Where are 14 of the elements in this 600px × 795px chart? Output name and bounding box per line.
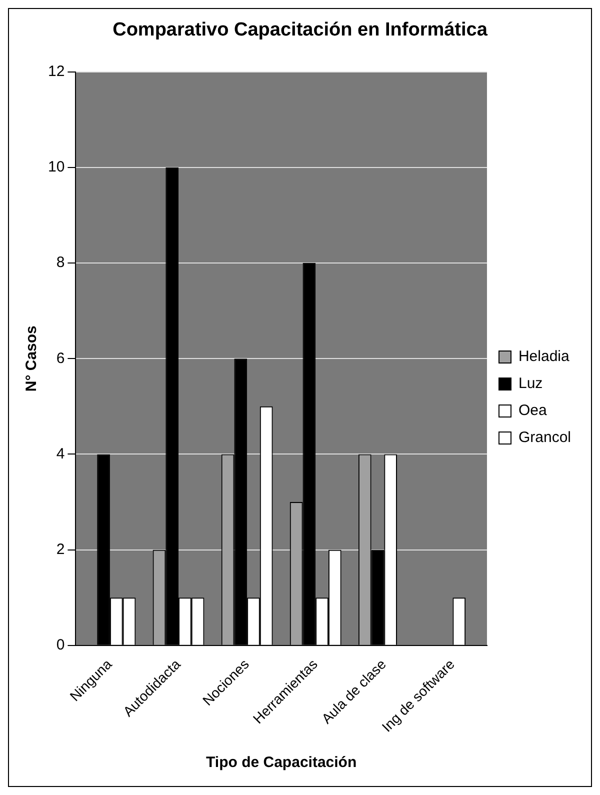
y-tick-label: 8 (56, 254, 65, 272)
x-axis-title: Tipo de Capacitación (206, 754, 357, 772)
legend-label: Oea (518, 402, 548, 420)
legend-label: Luz (518, 375, 543, 392)
chart-title: Comparativo Capacitación en Informática (112, 20, 488, 41)
y-tick-label: 0 (56, 636, 65, 654)
y-tick-label: 6 (56, 350, 65, 367)
y-tick-label: 2 (56, 540, 65, 558)
y-tick-label: 4 (56, 445, 65, 462)
y-axis-title: N° Casos (23, 326, 40, 392)
legend-label: Grancol (518, 429, 572, 446)
y-tick-label: 12 (48, 62, 65, 80)
y-tick-label: 10 (48, 158, 65, 176)
legend-label: Heladia (518, 348, 570, 366)
